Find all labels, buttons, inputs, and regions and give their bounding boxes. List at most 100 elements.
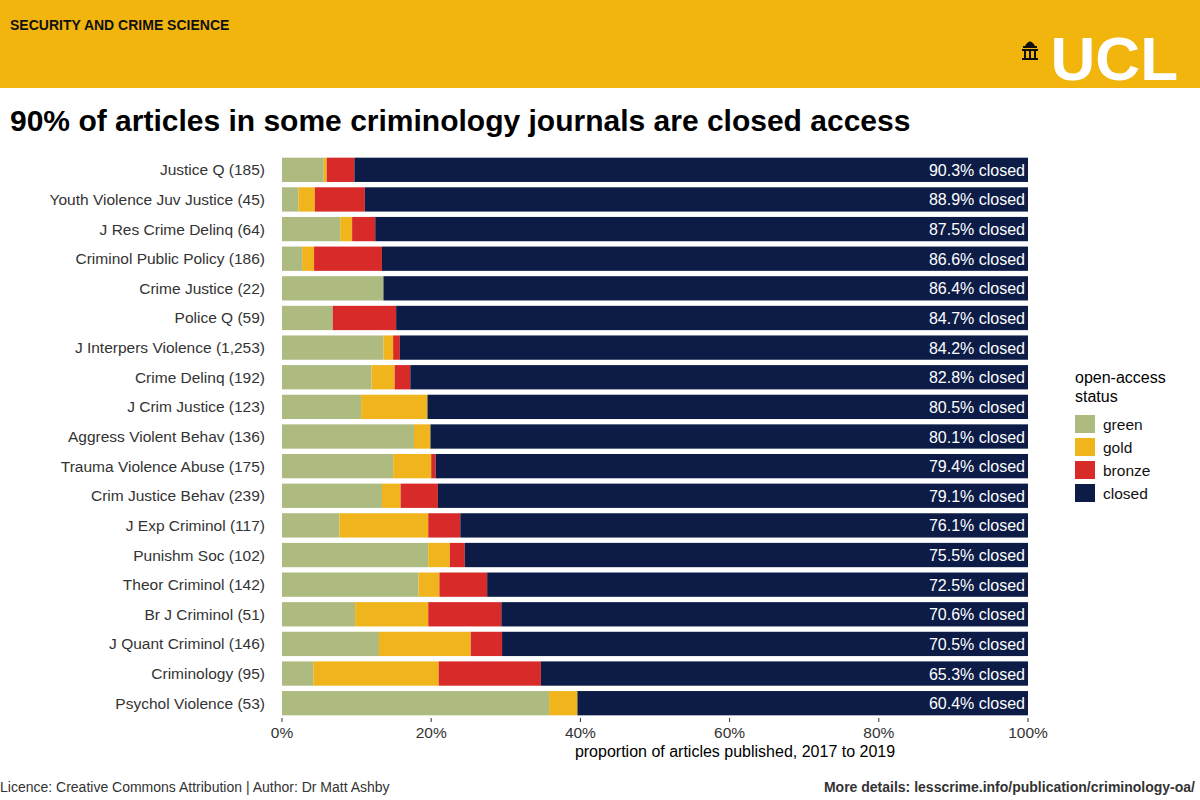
bar-segment bbox=[282, 424, 414, 448]
category-label: J Quant Criminol (146) bbox=[109, 635, 265, 652]
bar-segment bbox=[282, 513, 339, 537]
category-label: Punishm Soc (102) bbox=[133, 547, 265, 564]
tick-label: 80% bbox=[863, 724, 894, 741]
category-label: Criminol Public Policy (186) bbox=[75, 250, 265, 267]
legend-title: open-access status bbox=[1075, 369, 1166, 405]
bar-segment bbox=[438, 484, 1028, 508]
legend-swatch bbox=[1075, 484, 1095, 502]
data-label: 84.7% closed bbox=[929, 310, 1025, 327]
data-label: 90.3% closed bbox=[929, 162, 1025, 179]
data-label: 80.1% closed bbox=[929, 429, 1025, 446]
data-label: 80.5% closed bbox=[929, 399, 1025, 416]
legend: open-accessstatusgreengoldbronzeclosed bbox=[1075, 369, 1166, 502]
bar-segment bbox=[340, 217, 352, 241]
bar-segment bbox=[450, 543, 465, 567]
bar-segment bbox=[365, 187, 1028, 211]
category-label: Crime Delinq (192) bbox=[135, 369, 265, 386]
bar-segment bbox=[460, 513, 1028, 537]
data-label: 88.9% closed bbox=[929, 191, 1025, 208]
legend-label: gold bbox=[1103, 439, 1132, 456]
data-label: 60.4% closed bbox=[929, 695, 1025, 712]
logo-icon-part bbox=[1025, 42, 1035, 47]
footer-left: Licence: Creative Commons Attribution | … bbox=[0, 779, 390, 795]
category-label: Justice Q (185) bbox=[160, 161, 265, 178]
data-label: 82.8% closed bbox=[929, 369, 1025, 386]
bar-segment bbox=[282, 395, 361, 419]
bar-segment bbox=[428, 602, 501, 626]
bar-segment bbox=[427, 395, 1028, 419]
category-label: Trauma Violence Abuse (175) bbox=[61, 458, 265, 475]
tick-label: 20% bbox=[416, 724, 447, 741]
category-label: J Res Crime Delinq (64) bbox=[100, 221, 265, 238]
bar-segment bbox=[282, 247, 302, 271]
bar-segment bbox=[577, 691, 1028, 715]
header-band bbox=[0, 0, 1200, 88]
bar-segment bbox=[410, 365, 1028, 389]
bar-segment bbox=[428, 513, 460, 537]
tick-mark bbox=[580, 718, 581, 722]
data-label: 86.4% closed bbox=[929, 280, 1025, 297]
tick-mark bbox=[878, 718, 879, 722]
bar-segment bbox=[315, 187, 365, 211]
bar-segment bbox=[541, 661, 1028, 685]
bar-segment bbox=[487, 573, 1028, 597]
bar-segment bbox=[354, 158, 1028, 182]
bar-segment bbox=[282, 632, 379, 656]
legend-title-line: status bbox=[1075, 388, 1118, 405]
category-label: Br J Criminol (51) bbox=[144, 606, 265, 623]
category-label: Psychol Violence (53) bbox=[115, 695, 265, 712]
y-axis-labels: Justice Q (185) Youth Violence Juv Justic… bbox=[50, 161, 265, 711]
bar-segment bbox=[282, 306, 333, 330]
bar-segment bbox=[436, 454, 1028, 478]
title: 90% of articles in some criminology jour… bbox=[10, 104, 910, 137]
bar-segment bbox=[439, 661, 541, 685]
legend-label: green bbox=[1103, 416, 1143, 433]
x-axis: 0%20%40%60%80%100% bbox=[271, 718, 1048, 741]
tick-mark bbox=[1028, 718, 1029, 722]
data-label: 84.2% closed bbox=[929, 340, 1025, 357]
bar-segment bbox=[383, 335, 393, 359]
logo-icon-part bbox=[1029, 51, 1031, 58]
bar-segment bbox=[314, 247, 382, 271]
data-label: 65.3% closed bbox=[929, 666, 1025, 683]
bars bbox=[282, 158, 1028, 716]
footer-right: More details: lesscrime.info/publication… bbox=[824, 779, 1195, 795]
data-label: 86.6% closed bbox=[929, 251, 1025, 268]
category-label: Crime Justice (22) bbox=[139, 280, 265, 297]
logo-icon-part bbox=[1034, 51, 1036, 58]
bar-segment bbox=[282, 217, 340, 241]
data-label: 79.1% closed bbox=[929, 488, 1025, 505]
legend-title-line: open-access bbox=[1075, 369, 1166, 386]
tick-label: 60% bbox=[714, 724, 745, 741]
bar-segment bbox=[298, 187, 314, 211]
tick-mark bbox=[282, 718, 283, 722]
category-label: J Interpers Violence (1,253) bbox=[75, 339, 265, 356]
bar-segment bbox=[282, 365, 372, 389]
bar-segment bbox=[471, 632, 502, 656]
bar-segment bbox=[430, 424, 1028, 448]
logo-icon bbox=[1022, 42, 1038, 61]
bar-segment bbox=[282, 661, 313, 685]
bar-segment bbox=[439, 573, 487, 597]
bar-segment bbox=[324, 158, 327, 182]
bar-segment bbox=[501, 602, 1028, 626]
bar-segment bbox=[282, 276, 383, 300]
bar-segment bbox=[361, 395, 427, 419]
legend-label: closed bbox=[1103, 485, 1148, 502]
bar-segment bbox=[282, 158, 324, 182]
legend-swatch bbox=[1075, 438, 1095, 456]
category-label: J Crim Justice (123) bbox=[127, 398, 265, 415]
data-label: 72.5% closed bbox=[929, 577, 1025, 594]
legend-swatch bbox=[1075, 461, 1095, 479]
bar-segment bbox=[282, 602, 355, 626]
category-label: J Exp Criminol (117) bbox=[126, 517, 265, 534]
data-labels: 90.3% closed88.9% closed87.5% closed86.6… bbox=[929, 162, 1025, 712]
category-label: Youth Violence Juv Justice (45) bbox=[50, 191, 265, 208]
bar-segment bbox=[383, 276, 1028, 300]
tick-label: 0% bbox=[271, 724, 294, 741]
logo-icon-part bbox=[1022, 49, 1038, 51]
bar-segment bbox=[339, 513, 428, 537]
bar-segment bbox=[282, 543, 428, 567]
bar-segment bbox=[375, 217, 1028, 241]
bar-segment bbox=[502, 632, 1028, 656]
